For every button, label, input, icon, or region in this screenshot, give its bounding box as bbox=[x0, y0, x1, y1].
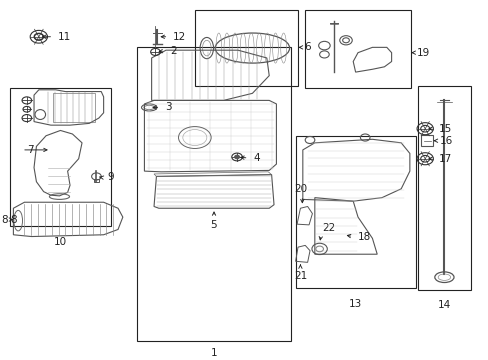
Text: 15: 15 bbox=[438, 124, 451, 134]
Bar bbox=[194, 10, 297, 86]
Text: 13: 13 bbox=[348, 299, 362, 309]
Text: 17: 17 bbox=[438, 154, 451, 164]
Text: 19: 19 bbox=[416, 48, 429, 58]
Text: 20: 20 bbox=[293, 184, 306, 194]
Text: 8: 8 bbox=[1, 215, 8, 225]
Text: 14: 14 bbox=[437, 301, 450, 310]
Text: 1: 1 bbox=[210, 348, 217, 358]
Text: 12: 12 bbox=[173, 32, 186, 42]
Bar bbox=[295, 136, 415, 288]
Bar bbox=[10, 88, 111, 226]
Text: 9: 9 bbox=[107, 172, 114, 183]
Text: 21: 21 bbox=[293, 271, 306, 281]
Text: 11: 11 bbox=[58, 32, 71, 42]
Text: 16: 16 bbox=[439, 136, 452, 146]
Bar bbox=[137, 48, 290, 341]
Bar bbox=[94, 179, 99, 182]
Text: 18: 18 bbox=[357, 231, 370, 242]
Text: 22: 22 bbox=[322, 223, 335, 233]
Text: 8: 8 bbox=[11, 215, 17, 225]
Text: 3: 3 bbox=[165, 103, 171, 112]
Text: 6: 6 bbox=[304, 42, 310, 52]
Text: 10: 10 bbox=[54, 237, 67, 247]
Text: 5: 5 bbox=[209, 220, 216, 230]
Text: 2: 2 bbox=[169, 46, 176, 56]
Bar bbox=[417, 86, 470, 289]
Bar bbox=[305, 10, 410, 88]
Bar bbox=[53, 93, 95, 122]
Ellipse shape bbox=[234, 155, 239, 159]
Text: 7: 7 bbox=[27, 145, 33, 155]
Bar bbox=[421, 135, 432, 147]
Text: 4: 4 bbox=[253, 153, 260, 163]
